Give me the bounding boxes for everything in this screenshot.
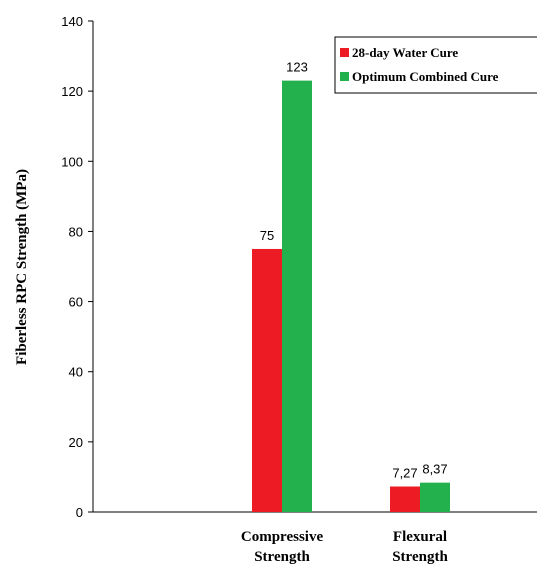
legend: 28-day Water Cure Optimum Combined Cure xyxy=(334,36,537,94)
category-label: Compressive xyxy=(241,529,324,545)
category-label: Flexural xyxy=(393,529,447,545)
data-label: 123 xyxy=(286,60,308,75)
data-label: 7,27 xyxy=(392,466,417,481)
y-axis-label: Fiberless RPC Strength (MPa) xyxy=(14,169,30,365)
data-label: 8,37 xyxy=(422,462,447,477)
bar xyxy=(390,486,420,512)
legend-box xyxy=(334,36,537,94)
legend-label: Optimum Combined Cure xyxy=(352,69,499,84)
y-tick-label: 140 xyxy=(61,14,83,29)
y-tick-label: 100 xyxy=(61,154,83,169)
y-tick-label: 20 xyxy=(69,435,83,450)
bar xyxy=(420,482,450,512)
legend-label: 28-day Water Cure xyxy=(352,45,458,60)
y-tick-label: 80 xyxy=(69,224,83,239)
data-label: 75 xyxy=(260,228,274,243)
category-label: Strength xyxy=(392,549,448,565)
bars xyxy=(252,80,450,512)
axes: 0 20 40 60 80 100 120 140 xyxy=(61,14,537,520)
bar xyxy=(252,248,282,512)
category-labels: Compressive Strength Flexural Strength xyxy=(241,529,449,565)
data-labels: 75 123 7,27 8,37 xyxy=(260,60,448,481)
y-tick-label: 120 xyxy=(61,84,83,99)
legend-swatch xyxy=(340,48,349,57)
legend-swatch xyxy=(340,72,349,81)
y-tick-label: 60 xyxy=(69,295,83,310)
category-label: Strength xyxy=(254,549,310,565)
bar xyxy=(282,80,312,512)
y-tick-label: 0 xyxy=(76,505,83,520)
y-tick-label: 40 xyxy=(69,365,83,380)
